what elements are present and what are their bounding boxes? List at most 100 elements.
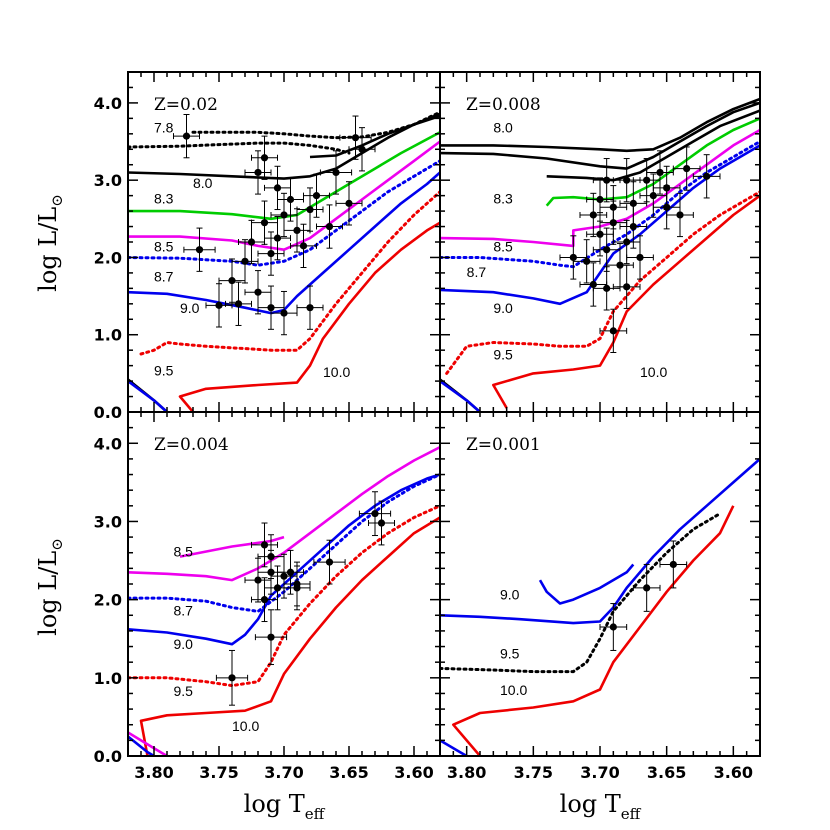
isochrone-label-9.0: 9.0 bbox=[174, 636, 194, 652]
data-point-marker bbox=[267, 633, 275, 641]
data-point-marker bbox=[603, 176, 611, 184]
y-axis-title-bottom: log L/L⊙ bbox=[34, 538, 66, 636]
data-point-marker bbox=[254, 576, 262, 584]
data-point-marker bbox=[325, 222, 334, 231]
isochrone-line-9.5-7 bbox=[445, 190, 760, 375]
isochrone-line-9.0-6 bbox=[440, 144, 760, 306]
panel-title: Z=0.004 bbox=[154, 435, 229, 455]
data-point bbox=[218, 258, 246, 303]
data-point bbox=[659, 540, 688, 589]
data-point bbox=[238, 219, 265, 265]
isochrone-label-9.0: 9.0 bbox=[493, 300, 513, 316]
x-tick-label: 3.65 bbox=[329, 763, 368, 782]
x-tick-label: 3.70 bbox=[580, 763, 619, 782]
isochrone-label-10.0: 10.0 bbox=[323, 364, 350, 380]
data-point-marker bbox=[358, 145, 366, 153]
data-point-marker bbox=[260, 541, 269, 549]
data-point-marker bbox=[260, 219, 269, 227]
isochrone-label-9.5: 9.5 bbox=[154, 363, 174, 379]
data-point-marker bbox=[623, 238, 631, 246]
y-axis-title-top: log L/L⊙ bbox=[34, 194, 66, 292]
panels-layer: 7.8 8.0 8.3 8.5 8.7 9.0 9.5 10.0 Z=0.02 0.0 1.0 2.0… bbox=[94, 71, 761, 782]
data-point-marker bbox=[286, 568, 295, 576]
data-point bbox=[368, 500, 395, 546]
data-point bbox=[244, 150, 272, 195]
data-point-marker bbox=[669, 560, 677, 569]
data-point-marker bbox=[629, 222, 637, 231]
data-point-marker bbox=[371, 510, 379, 518]
isochrone-label-8.5: 8.5 bbox=[154, 238, 174, 254]
data-point-marker bbox=[345, 199, 353, 207]
y-axis-title-text: log L/L bbox=[34, 207, 62, 292]
y-axis-sun-symbol: ⊙ bbox=[48, 538, 66, 551]
isochrone-line-10.0-9 bbox=[178, 221, 440, 412]
panel-Z=0.004: 8.5 8.7 9.0 9.5 10.0 Z=0.004 0.0 1.0 2.0 3.0 4.0 3.… bbox=[94, 411, 441, 782]
isochrone-label-10.0: 10.0 bbox=[500, 682, 527, 698]
y-axis-title-text: log L/L bbox=[34, 551, 62, 636]
data-point bbox=[358, 491, 392, 537]
data-point-marker bbox=[215, 301, 223, 309]
x-tick-label: 3.80 bbox=[134, 763, 173, 782]
isochrone-line-9.0-1 bbox=[538, 563, 635, 605]
isochrone-label-9.5: 9.5 bbox=[174, 683, 194, 699]
data-point bbox=[339, 115, 372, 160]
data-point bbox=[231, 239, 259, 284]
y-tick-label: 3.0 bbox=[94, 171, 122, 190]
data-point-marker bbox=[589, 280, 597, 289]
x-axis-title-text: log T bbox=[560, 790, 621, 818]
data-point bbox=[290, 223, 317, 268]
data-point bbox=[257, 231, 285, 276]
data-point bbox=[254, 609, 288, 666]
data-point bbox=[666, 192, 694, 238]
data-point-marker bbox=[280, 211, 288, 219]
data-point bbox=[264, 216, 291, 261]
data-point-marker bbox=[643, 176, 651, 184]
panel-title: Z=0.008 bbox=[466, 95, 541, 115]
y-tick-label: 0.0 bbox=[94, 403, 122, 422]
data-point-marker bbox=[325, 558, 334, 566]
data-point-marker bbox=[312, 192, 321, 200]
data-point-marker bbox=[683, 164, 691, 173]
plot-area bbox=[128, 110, 440, 412]
data-point-marker bbox=[273, 234, 282, 242]
isochrone-line-8.0-0 bbox=[440, 97, 760, 153]
data-point-marker bbox=[280, 572, 288, 580]
data-point bbox=[277, 177, 304, 222]
data-point bbox=[652, 165, 681, 211]
data-point bbox=[215, 649, 249, 706]
isochrone-label-8.3: 8.3 bbox=[493, 190, 513, 206]
data-point-marker bbox=[596, 195, 604, 204]
isochrone-line-extra-11 bbox=[128, 380, 168, 412]
data-point-marker bbox=[623, 176, 631, 184]
y-tick-label: 1.0 bbox=[94, 326, 122, 345]
data-point-marker bbox=[603, 246, 611, 254]
isochrone-label-8.5: 8.5 bbox=[174, 544, 194, 560]
data-point-marker bbox=[293, 226, 301, 235]
data-point bbox=[257, 285, 285, 330]
isochrone-line-7.8-1 bbox=[128, 141, 351, 155]
data-point-marker bbox=[663, 184, 671, 192]
x-axis-title-left: log Teff bbox=[244, 790, 326, 823]
x-tick-label: 3.75 bbox=[514, 763, 553, 782]
isochrone-label-8.7: 8.7 bbox=[174, 602, 194, 618]
data-point-marker bbox=[273, 584, 282, 592]
isochrone-label-9.5: 9.5 bbox=[493, 346, 513, 362]
y-tick-label: 4.0 bbox=[94, 434, 122, 453]
data-point bbox=[559, 235, 588, 280]
data-point bbox=[283, 208, 311, 253]
data-point bbox=[672, 146, 701, 191]
data-point bbox=[592, 266, 621, 311]
data-point-marker bbox=[260, 596, 269, 604]
data-point-marker bbox=[195, 246, 204, 254]
x-tick-label: 3.60 bbox=[714, 763, 753, 782]
data-point-marker bbox=[649, 192, 657, 200]
isochrone-label-10.0: 10.0 bbox=[640, 364, 667, 380]
isochrone-line-8.5-5 bbox=[128, 140, 440, 251]
isochrone-line-10.0-5 bbox=[139, 516, 440, 756]
data-point-marker bbox=[332, 168, 340, 177]
panel-Z=0.001: 9.0 9.5 10.0 Z=0.001 3.80 3.75 3.70 3.65 3.60 bbox=[439, 411, 761, 782]
plot-area bbox=[440, 457, 760, 756]
data-point-marker bbox=[299, 242, 308, 250]
isochrone-label-8.3: 8.3 bbox=[154, 190, 174, 206]
y-tick-label: 2.0 bbox=[94, 248, 122, 267]
